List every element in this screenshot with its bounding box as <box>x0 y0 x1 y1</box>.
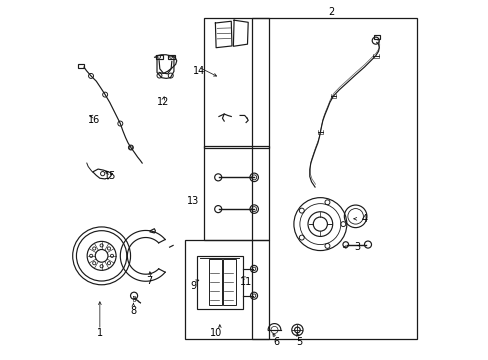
Text: 4: 4 <box>361 214 367 224</box>
Bar <box>208 259 222 305</box>
Text: 15: 15 <box>103 171 116 181</box>
Bar <box>203 147 269 240</box>
Bar <box>197 256 242 309</box>
Text: 12: 12 <box>157 98 169 107</box>
Text: 2: 2 <box>327 8 333 17</box>
Text: 6: 6 <box>273 337 279 347</box>
Text: 3: 3 <box>354 242 360 252</box>
Text: 8: 8 <box>130 306 136 315</box>
Bar <box>167 55 174 59</box>
Text: 10: 10 <box>210 328 222 338</box>
Bar <box>251 18 417 339</box>
Text: 7: 7 <box>146 275 152 285</box>
Bar <box>78 64 84 68</box>
Bar <box>374 35 379 39</box>
Bar <box>203 18 269 148</box>
Text: 13: 13 <box>187 196 199 206</box>
Bar <box>155 55 163 59</box>
Bar <box>222 259 236 305</box>
Text: 5: 5 <box>295 337 302 347</box>
Text: 14: 14 <box>192 66 204 76</box>
Text: 9: 9 <box>190 281 196 291</box>
Text: 11: 11 <box>240 277 252 287</box>
Text: 1: 1 <box>97 328 102 338</box>
Text: 16: 16 <box>88 115 101 125</box>
Bar <box>184 240 269 339</box>
